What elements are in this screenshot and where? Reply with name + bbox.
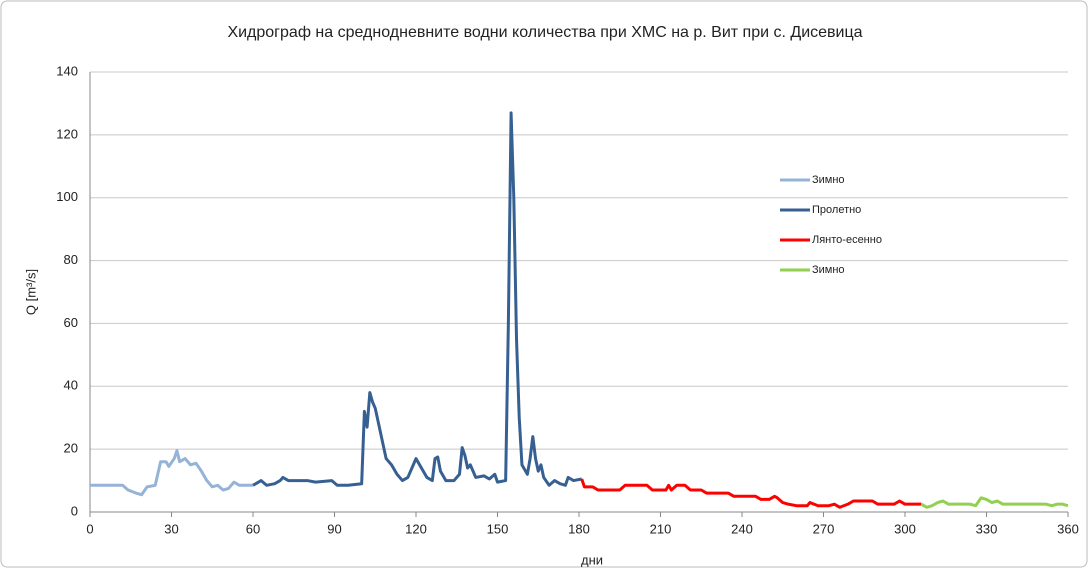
x-tick-label: 210 <box>650 521 672 536</box>
y-tick-label: 100 <box>56 189 78 204</box>
x-tick-label: 30 <box>164 521 178 536</box>
y-tick-label: 20 <box>64 441 78 456</box>
series-line <box>252 111 583 487</box>
y-tick-label: 40 <box>64 378 78 393</box>
y-tick-label: 80 <box>64 252 78 267</box>
y-tick-label: 120 <box>56 126 78 141</box>
y-axis-label: Q [m³/s] <box>23 269 38 315</box>
x-axis-label: дни <box>581 552 603 567</box>
legend-label: Пролетно <box>812 204 861 216</box>
legend-label: Зимно <box>812 264 845 276</box>
x-tick-label: 300 <box>894 521 916 536</box>
x-tick-label: 240 <box>731 521 753 536</box>
x-tick-label: 360 <box>1057 521 1079 536</box>
series-line <box>920 496 1069 509</box>
x-tick-label: 90 <box>327 521 341 536</box>
series-line <box>90 449 253 497</box>
legend-label: Зимно <box>812 174 845 186</box>
x-tick-label: 270 <box>813 521 835 536</box>
y-tick-label: 140 <box>56 63 78 78</box>
chart-title: Хидрограф на среднодневните водни количе… <box>227 24 862 41</box>
x-tick-label: 330 <box>976 521 998 536</box>
x-tick-label: 0 <box>86 521 93 536</box>
series-line <box>580 478 922 509</box>
x-tick-label: 180 <box>568 521 590 536</box>
x-tick-label: 150 <box>487 521 509 536</box>
y-tick-label: 0 <box>71 503 78 518</box>
y-tick-label: 60 <box>64 315 78 330</box>
x-tick-label: 60 <box>246 521 260 536</box>
x-tick-label: 120 <box>405 521 427 536</box>
legend-label: Лянто-есенно <box>812 234 882 246</box>
